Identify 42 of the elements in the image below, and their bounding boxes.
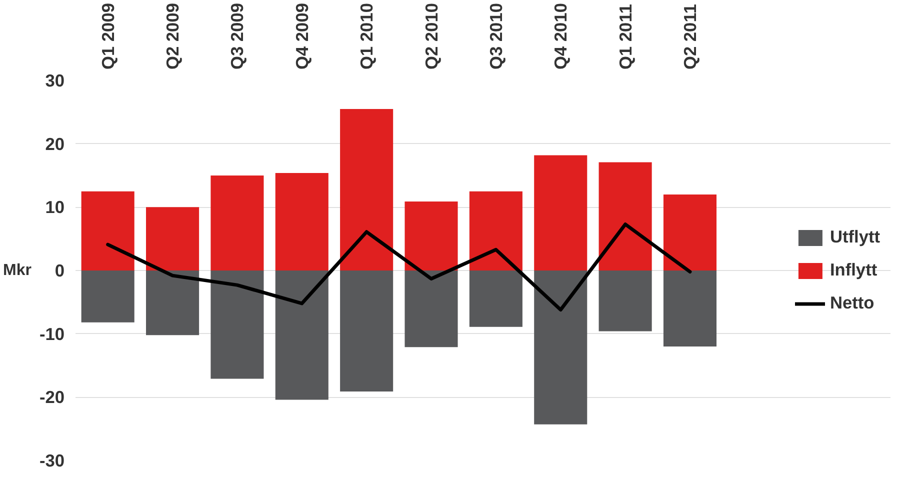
y-tick-label: 20 (45, 134, 65, 154)
bar (146, 270, 200, 336)
y-tick-label: 30 (45, 70, 65, 90)
bar (340, 109, 394, 270)
bar (275, 172, 328, 270)
bar (534, 155, 588, 270)
x-tick-label: Q1 2010 (356, 3, 377, 70)
x-tick-label: Q3 2009 (227, 3, 248, 70)
bar (469, 270, 522, 327)
legend-label: Netto (830, 292, 874, 314)
x-tick-label: Q1 2011 (615, 4, 636, 70)
bar (598, 270, 652, 332)
bar (146, 207, 200, 270)
bar (598, 162, 652, 270)
x-tick-label: Q2 2011 (680, 4, 700, 70)
line-series (106, 222, 692, 312)
bar (210, 176, 264, 270)
y-tick-label: -10 (39, 324, 64, 344)
bar (210, 270, 264, 379)
y-tick-label: -30 (39, 450, 64, 470)
bar (404, 201, 458, 270)
legend-label: Utflytt (830, 226, 880, 248)
bar (663, 270, 717, 346)
y-axis-title: Mkr (3, 262, 32, 279)
x-tick-label: Q4 2009 (292, 3, 312, 70)
y-tick-label: 10 (45, 197, 65, 218)
bar (663, 194, 717, 270)
x-tick-label: Q3 2010 (486, 3, 506, 70)
bar (81, 270, 134, 322)
bar (469, 191, 522, 270)
x-tick-label: Q1 2009 (98, 3, 118, 70)
bar (404, 270, 458, 348)
y-tick-label: 0 (54, 260, 65, 280)
bar (534, 270, 588, 424)
x-tick-label: Q2 2009 (162, 3, 183, 70)
legend-label: Inflytt (830, 260, 878, 280)
bar (275, 270, 328, 400)
x-tick-label: Q2 2010 (421, 3, 442, 70)
x-tick-label: Q4 2010 (550, 3, 571, 70)
bar (81, 191, 134, 270)
bar (340, 270, 394, 392)
y-tick-label: -20 (39, 387, 64, 408)
